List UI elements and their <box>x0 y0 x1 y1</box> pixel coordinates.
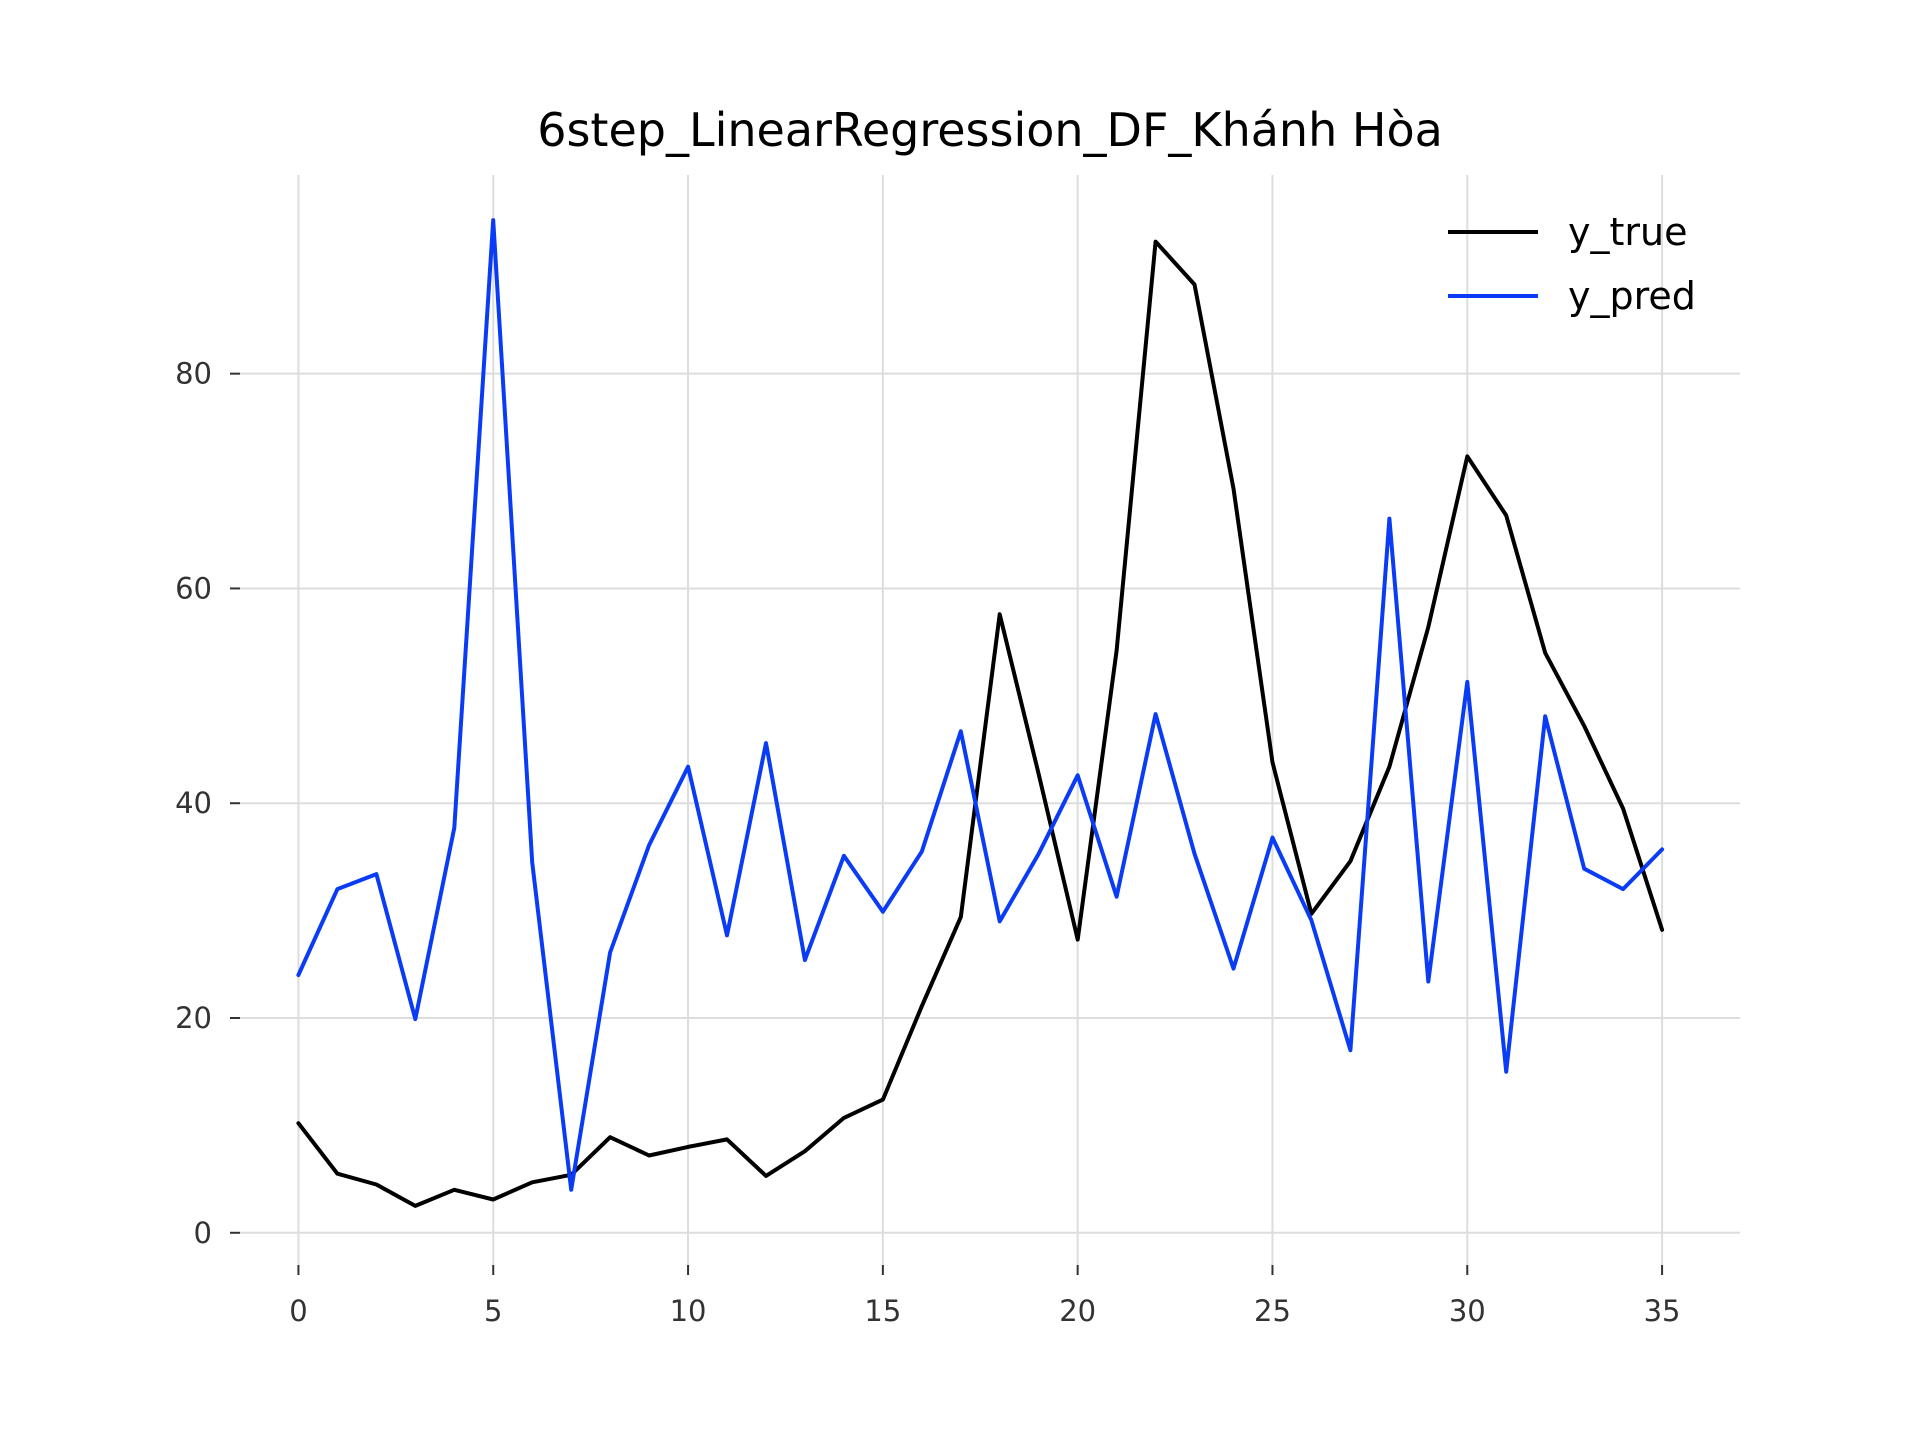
y-tick-label: 40 <box>175 786 212 820</box>
legend-label-y-pred: y_pred <box>1568 274 1696 318</box>
x-axis: 0 5 10 15 20 25 30 35 <box>289 1265 1681 1328</box>
x-tick-label: 30 <box>1449 1294 1486 1328</box>
x-tick-label: 0 <box>289 1294 307 1328</box>
plot-area <box>296 218 1665 1208</box>
x-tick-label: 25 <box>1254 1294 1291 1328</box>
x-tick-label: 35 <box>1644 1294 1681 1328</box>
grid <box>240 175 1740 1265</box>
x-tick-label: 5 <box>484 1294 502 1328</box>
y-tick-label: 20 <box>175 1001 212 1035</box>
legend-label-y-true: y_true <box>1568 210 1687 254</box>
series-line-y-true <box>296 239 1665 1208</box>
series-line-y-pred <box>296 218 1665 1192</box>
y-tick-label: 0 <box>194 1216 212 1250</box>
y-tick-label: 60 <box>175 571 212 605</box>
legend: y_true y_pred <box>1448 210 1696 318</box>
x-tick-label: 10 <box>670 1294 707 1328</box>
chart-title: 6step_LinearRegression_DF_Khánh Hòa <box>537 103 1443 157</box>
x-tick-label: 15 <box>864 1294 901 1328</box>
axes: 0 5 10 15 20 25 30 35 0 20 40 60 80 <box>175 357 1680 1328</box>
y-axis: 0 20 40 60 80 <box>175 357 240 1250</box>
x-tick-label: 20 <box>1059 1294 1096 1328</box>
y-tick-label: 80 <box>175 357 212 391</box>
